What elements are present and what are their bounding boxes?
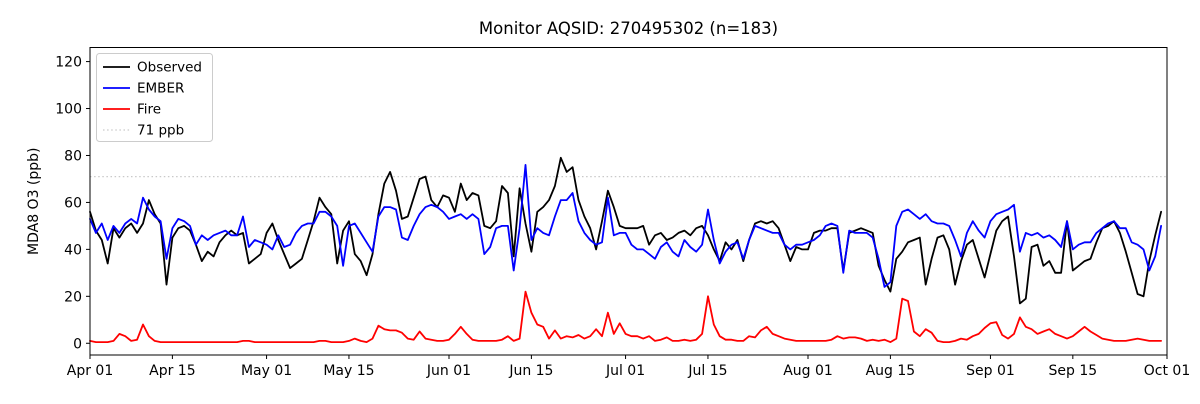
x-axis-tick-label: Apr 15 [149,363,195,379]
x-axis-tick-label: Jun 01 [426,363,471,379]
x-axis-tick-label: Jul 01 [605,363,645,379]
x-axis-tick-label: Oct 01 [1144,363,1190,379]
x-axis-tick-label: Jul 15 [687,363,727,379]
legend-entry-fire: Fire [103,102,161,118]
x-axis-tick-label: Aug 01 [783,363,833,379]
legend-entry-observed: Observed [103,60,202,76]
x-axis-tick-label: May 15 [323,363,374,379]
y-axis-tick-label: 20 [64,289,82,305]
x-axis-tick-label: May 01 [241,363,292,379]
legend-entry-ember: EMBER [103,81,184,97]
y-axis-tick-label: 40 [64,242,82,258]
y-axis-tick-label: 100 [55,102,82,118]
y-axis-tick-label: 80 [64,148,82,164]
legend-entry-ember-label: EMBER [137,81,184,97]
y-axis-tick-label: 120 [55,55,82,71]
fire-line [89,290,1162,344]
legend-entry-observed-label: Observed [137,60,202,76]
ember-line [89,163,1162,288]
legend-box [96,53,213,142]
chart-title: Monitor AQSID: 270495302 (n=183) [479,19,778,38]
legend-entry-threshold-label: 71 ppb [137,123,184,139]
y-axis-tick-label: 60 [64,195,82,211]
y-axis-label: MDA8 O3 (ppb) [26,147,42,255]
y-axis-tick-label: 0 [73,336,82,352]
x-axis-tick-label: Sep 15 [1049,363,1098,379]
plot-border [89,47,1168,356]
observed-line [89,156,1162,305]
legend-entry-fire-label: Fire [137,102,161,118]
x-axis-tick-label: Apr 01 [67,363,113,379]
legend: Observed EMBER Fire 71 ppb [96,53,213,142]
x-axis-tick-label: Aug 15 [866,363,916,379]
legend-entry-threshold: 71 ppb [103,123,184,139]
x-axis-tick-label: Sep 01 [966,363,1015,379]
x-axis-tick-label: Jun 15 [508,363,553,379]
